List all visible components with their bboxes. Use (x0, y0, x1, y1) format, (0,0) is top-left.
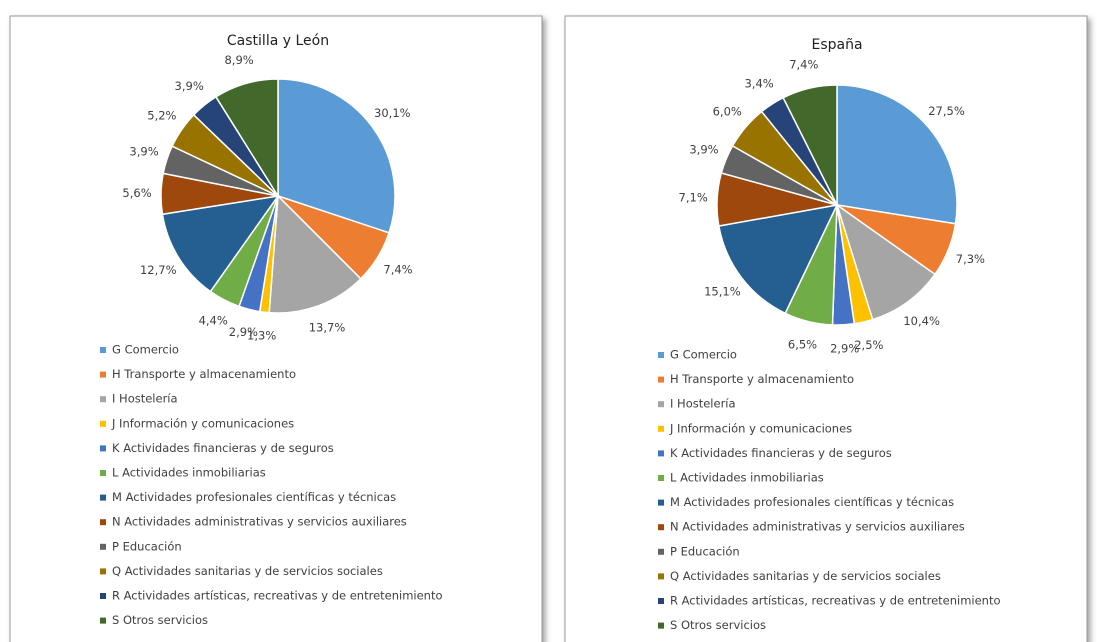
legend-label: G Comercio (112, 343, 179, 357)
pie-slice (836, 84, 958, 225)
legend-swatch (100, 617, 106, 624)
legend-swatch (100, 396, 106, 403)
data-label: 2,9% (830, 341, 859, 355)
data-label: 2,5% (854, 338, 883, 352)
legend-swatch (100, 543, 106, 550)
legend-swatch (100, 445, 106, 452)
legend-label: S Otros servicios (670, 618, 766, 632)
legend-label: K Actividades financieras y de seguros (670, 446, 892, 460)
data-label: 1,3% (247, 329, 276, 343)
data-label: 10,4% (903, 314, 940, 328)
data-label: 13,7% (309, 321, 346, 335)
legend-label: G Comercio (670, 348, 737, 362)
legend-swatch (658, 548, 664, 555)
legend-swatch (658, 598, 664, 604)
legend-swatch (658, 475, 664, 481)
data-label: 3,4% (744, 76, 773, 90)
legend-label: H Transporte y almacenamiento (112, 367, 296, 381)
legend-label: M Actividades profesionales científicas … (112, 490, 396, 504)
legend-label: N Actividades administrativas y servicio… (112, 515, 407, 529)
legend-swatch (100, 470, 106, 476)
legend-label: I Hostelería (670, 397, 736, 411)
legend-swatch (100, 347, 106, 353)
pie-slice (717, 204, 839, 315)
legend-label: L Actividades inmobiliarias (670, 471, 824, 485)
data-label: 5,6% (122, 186, 151, 200)
legend-label: J Información y comunicaciones (111, 416, 294, 430)
legend-label: H Transporte y almacenamiento (670, 372, 854, 386)
chart-title: Castilla y León (227, 33, 329, 49)
legend-label: Q Actividades sanitarias y de servicios … (670, 569, 941, 583)
legend-swatch (658, 425, 664, 432)
data-label: 15,1% (704, 285, 741, 299)
legend-label: I Hostelería (112, 392, 178, 406)
pie-slice (161, 194, 280, 293)
legend-label: R Actividades artísticas, recreativas y … (670, 594, 1001, 608)
legend-swatch (100, 494, 106, 501)
data-label: 3,9% (129, 145, 158, 159)
legend-label: L Actividades inmobiliarias (112, 466, 266, 480)
data-label: 3,9% (175, 79, 204, 93)
legend-label: Q Actividades sanitarias y de servicios … (112, 564, 383, 578)
pie-slice (782, 84, 838, 206)
legend-swatch (658, 401, 664, 408)
chart-title: España (811, 37, 862, 53)
legend-label: N Actividades administrativas y servicio… (670, 520, 965, 534)
legend-label: M Actividades profesionales científicas … (670, 495, 954, 509)
legend-swatch (658, 352, 664, 358)
data-label: 4,4% (199, 314, 228, 328)
data-label: 5,2% (147, 109, 176, 123)
pie-slice (268, 194, 362, 314)
pie-slice (835, 203, 937, 321)
legend-swatch (100, 420, 106, 427)
legend-label: P Educación (112, 539, 182, 553)
legend-swatch (658, 524, 664, 531)
legend-swatch (100, 568, 106, 575)
data-label: 6,5% (788, 337, 817, 351)
data-label: 7,1% (679, 191, 708, 205)
legend-label: S Otros servicios (112, 613, 208, 627)
legend-label: K Actividades financieras y de seguros (112, 441, 334, 455)
data-label: 7,4% (383, 263, 412, 277)
data-label: 7,3% (956, 252, 985, 266)
legend-swatch (658, 450, 664, 457)
legend-swatch (100, 519, 106, 526)
data-label: 2,9% (229, 325, 258, 339)
legend-label: P Educación (670, 544, 740, 558)
legend-swatch (100, 371, 106, 378)
pie-slice (277, 78, 396, 234)
data-label: 30,1% (374, 106, 411, 120)
data-label: 8,9% (224, 53, 253, 67)
legend-swatch (658, 499, 664, 506)
data-label: 6,0% (713, 104, 742, 118)
legend-label: J Información y comunicaciones (669, 421, 852, 435)
data-label: 12,7% (140, 263, 177, 277)
data-label: 3,9% (689, 142, 718, 156)
legend-swatch (100, 593, 106, 599)
pie-slice (214, 78, 279, 199)
data-label: 7,4% (789, 57, 818, 71)
legend-label: R Actividades artísticas, recreativas y … (112, 589, 443, 603)
legend-swatch (658, 573, 664, 580)
data-label: 27,5% (928, 104, 965, 118)
legend-swatch (658, 622, 664, 629)
legend-swatch (658, 376, 664, 383)
